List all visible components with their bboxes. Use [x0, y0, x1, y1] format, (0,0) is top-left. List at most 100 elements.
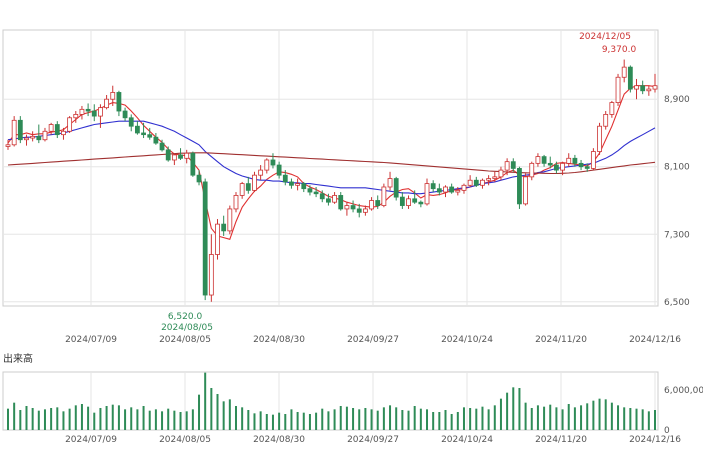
- candle: [418, 200, 424, 208]
- candle: [11, 116, 17, 147]
- candle: [190, 151, 196, 177]
- volume-bar: [290, 409, 293, 430]
- volume-bar: [222, 401, 225, 430]
- volume-bar: [426, 409, 429, 430]
- candle: [276, 161, 282, 179]
- candle: [424, 178, 430, 206]
- volume-x-tick-label: 2024/10/24: [441, 435, 493, 445]
- volume-bar: [204, 372, 207, 430]
- candle-body: [319, 193, 325, 200]
- candle-body: [443, 186, 448, 193]
- volume-bar: [43, 409, 46, 430]
- candle-body: [566, 157, 572, 164]
- volume-bar: [358, 409, 361, 430]
- volume-x-axis: 2024/07/09 2024/08/05 2024/08/30 2024/09/27…: [65, 435, 681, 445]
- volume-bar: [284, 414, 287, 430]
- candle-body: [510, 161, 516, 169]
- volume-bar: [173, 410, 176, 430]
- volume-bar: [481, 406, 484, 430]
- candle-body: [350, 205, 356, 210]
- candle-body: [436, 188, 442, 193]
- candle-body: [375, 200, 381, 206]
- candle: [634, 78, 639, 100]
- candle: [61, 127, 66, 140]
- volume-bar: [74, 405, 77, 430]
- volume-bar: [487, 409, 490, 430]
- volume-bar: [567, 404, 570, 430]
- candle-body: [227, 208, 233, 232]
- candle: [282, 170, 288, 186]
- candle: [467, 175, 473, 187]
- candle-body: [584, 166, 590, 169]
- high-annotation-date: 2024/12/05: [579, 32, 631, 42]
- volume-bar: [124, 409, 127, 430]
- volume-bar: [198, 394, 201, 430]
- volume-bar: [105, 406, 108, 430]
- candle: [104, 94, 109, 110]
- candle: [326, 193, 331, 206]
- volume-y-axis: 6,000,000 0: [664, 386, 703, 436]
- candle-body: [202, 181, 208, 296]
- candle-body: [91, 110, 97, 117]
- candle-body: [289, 181, 294, 186]
- volume-bar: [623, 407, 626, 430]
- candle-body: [122, 110, 128, 119]
- candle-body: [455, 189, 461, 193]
- volume-bar: [641, 409, 644, 430]
- candle-body: [233, 195, 239, 210]
- candle-body: [221, 223, 227, 232]
- volume-bar: [462, 407, 465, 430]
- candle: [91, 104, 97, 122]
- candle: [430, 180, 436, 193]
- volume-bar: [469, 408, 472, 430]
- candle-body: [498, 169, 504, 178]
- candle-body: [560, 162, 565, 171]
- volume-bar: [493, 405, 496, 430]
- candle: [110, 85, 116, 106]
- volume-bar: [456, 412, 459, 430]
- candle-body: [381, 186, 387, 206]
- candle: [406, 195, 411, 209]
- volume-bar: [271, 414, 274, 430]
- candle: [627, 65, 633, 93]
- candle: [473, 176, 479, 187]
- candle-body: [282, 174, 288, 183]
- candle-body: [141, 132, 146, 136]
- candle: [122, 107, 128, 122]
- price-x-tick-label: 2024/10/24: [441, 335, 493, 345]
- candle: [560, 161, 565, 176]
- candle-body: [165, 149, 171, 161]
- candle-body: [36, 135, 42, 141]
- candle: [609, 100, 615, 118]
- volume-bar: [389, 405, 392, 430]
- candle-body: [128, 117, 134, 127]
- candle: [184, 149, 190, 164]
- candle-body: [362, 208, 368, 213]
- candle-body: [492, 176, 498, 179]
- volume-bar: [610, 402, 613, 430]
- volume-bar: [80, 404, 83, 430]
- volume-title: 出来高: [3, 352, 33, 365]
- volume-bar: [7, 408, 9, 430]
- candle: [332, 192, 337, 204]
- candle: [17, 116, 23, 144]
- candle: [590, 148, 596, 171]
- volume-bar: [327, 411, 330, 430]
- volume-bar: [154, 409, 157, 430]
- volume-bar: [161, 411, 164, 430]
- candle-body: [356, 208, 362, 213]
- volume-bar: [130, 407, 133, 430]
- candle-body: [547, 162, 553, 166]
- volume-x-tick-label: 2024/12/16: [629, 435, 681, 445]
- price-x-tick-label: 2024/09/27: [347, 335, 399, 345]
- candle-body: [159, 142, 165, 151]
- volume-bar: [647, 411, 650, 430]
- candle: [523, 173, 528, 206]
- candle-body: [264, 159, 270, 171]
- volume-bar: [241, 407, 244, 430]
- volume-bar: [87, 406, 90, 430]
- candle-body: [615, 76, 621, 103]
- price-y-tick-label: 7,300: [664, 230, 690, 240]
- candle: [529, 161, 535, 181]
- price-x-tick-label: 2024/07/09: [65, 335, 117, 345]
